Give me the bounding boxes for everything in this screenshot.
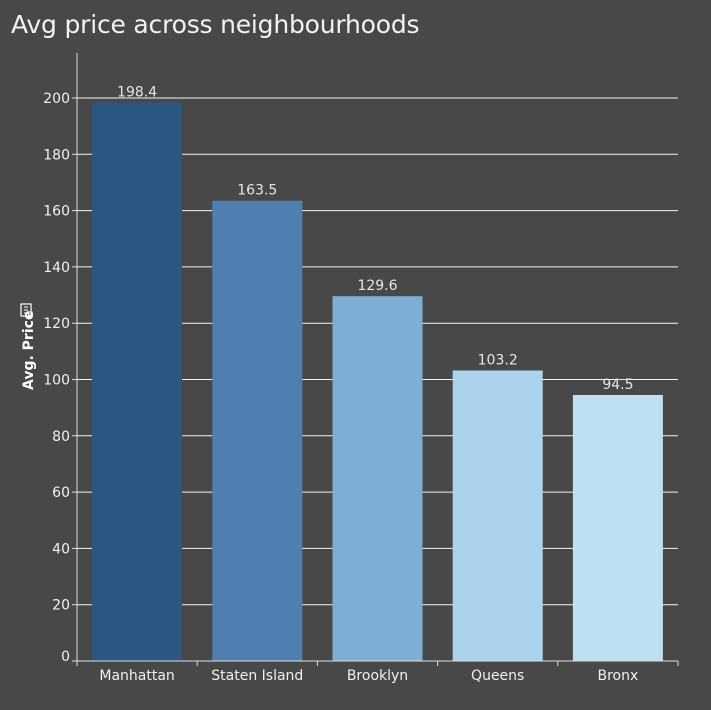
bar-value-label: 94.5 <box>602 377 633 393</box>
bar-bronx[interactable] <box>572 394 663 661</box>
y-tick-label: 20 <box>52 598 70 614</box>
bar-value-label: 129.6 <box>357 278 397 294</box>
x-tick-label: Manhattan <box>99 668 174 684</box>
y-tick-label: 60 <box>52 485 70 501</box>
y-tick-label: 100 <box>43 373 70 389</box>
bars: 198.4 163.5 129.6 103.2 94.5 <box>92 85 663 661</box>
x-tick-label: Bronx <box>598 668 639 684</box>
y-tick-label: 40 <box>52 541 70 557</box>
y-tick-label: 140 <box>43 260 70 276</box>
bar-value-label: 163.5 <box>237 183 277 199</box>
bar-value-label: 198.4 <box>117 85 157 101</box>
y-tick-label: 200 <box>43 91 70 107</box>
y-axis: 0 20 40 60 80 100 120 140 160 180 200 <box>43 53 78 665</box>
y-axis-title: Avg. Price <box>21 311 37 390</box>
y-tick-label: 180 <box>43 147 70 163</box>
y-tick-label: 80 <box>52 429 70 445</box>
bar-queens[interactable] <box>452 370 543 661</box>
bar-brooklyn[interactable] <box>332 296 423 661</box>
bar-staten-island[interactable] <box>212 200 303 661</box>
bar-manhattan[interactable] <box>92 102 183 661</box>
y-tick-label: 120 <box>43 316 70 332</box>
filter-icon[interactable] <box>20 303 32 317</box>
chart-title: Avg price across neighbourhoods <box>11 10 420 39</box>
y-tick-label: 160 <box>43 204 70 220</box>
x-axis: Manhattan Staten Island Brooklyn Queens Bron… <box>76 660 679 684</box>
x-tick-label: Queens <box>471 668 524 684</box>
y-tick-label: 0 <box>61 649 70 665</box>
x-tick-label: Staten Island <box>211 668 303 684</box>
x-tick-label: Brooklyn <box>347 668 408 684</box>
bar-value-label: 103.2 <box>478 352 518 368</box>
